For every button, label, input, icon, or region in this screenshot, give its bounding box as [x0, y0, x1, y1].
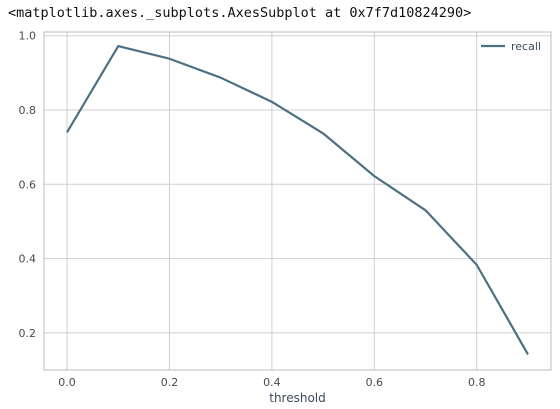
series-lines	[66, 45, 529, 355]
y-tick-label: 0.2	[19, 327, 37, 340]
cell-output-text: <matplotlib.axes._subplots.AxesSubplot a…	[8, 5, 472, 21]
grid-lines	[44, 32, 551, 370]
x-tick-label: 0.2	[161, 376, 179, 389]
series-line-recall	[66, 45, 529, 355]
y-tick-label: 1.0	[19, 30, 37, 43]
legend: recall	[481, 40, 541, 53]
y-tick-label: 0.8	[19, 104, 37, 117]
x-axis-label: threshold	[269, 391, 326, 405]
plot-frame	[43, 31, 552, 371]
y-tick-label: 0.4	[19, 253, 37, 266]
x-tick-label: 0.4	[263, 376, 281, 389]
x-tick-label: 0.6	[366, 376, 384, 389]
legend-label: recall	[511, 40, 541, 53]
x-tick-label: 0.8	[468, 376, 486, 389]
x-tick-label: 0.0	[58, 376, 76, 389]
x-tick-labels: 0.0 0.2 0.4 0.6 0.8	[58, 376, 485, 389]
y-tick-labels: 0.2 0.4 0.6 0.8 1.0	[19, 30, 37, 340]
y-tick-label: 0.6	[19, 178, 37, 191]
